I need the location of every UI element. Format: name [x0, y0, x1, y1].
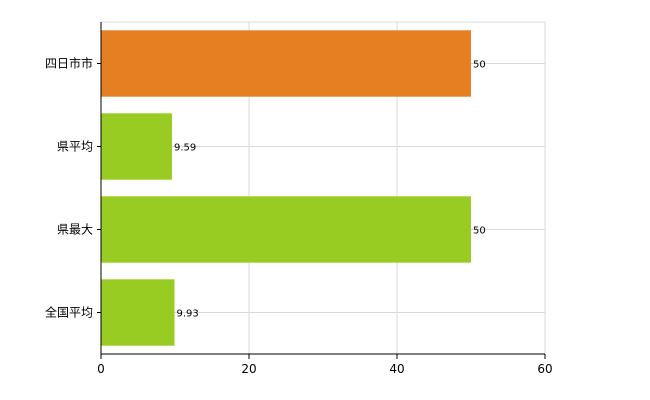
- data-label: 9.59: [174, 143, 196, 154]
- category-label: 四日市市: [45, 56, 93, 71]
- axes: [100, 22, 545, 355]
- bar: [101, 30, 471, 97]
- data-label: 50: [473, 60, 486, 71]
- data-label: 50: [473, 226, 486, 237]
- category-label: 県最大: [57, 223, 93, 237]
- x-ticks: 0 20 40 60: [97, 354, 553, 376]
- category-label: 全国平均: [45, 305, 93, 320]
- bar: [101, 279, 175, 346]
- bar: [101, 113, 172, 180]
- x-tick-label: 40: [389, 362, 404, 376]
- bar: [101, 196, 471, 263]
- x-tick-label: 0: [97, 362, 105, 376]
- x-tick-label: 20: [241, 362, 256, 376]
- category-label: 県平均: [57, 140, 93, 154]
- data-labels: 50 9.59 50 9.93: [174, 60, 486, 320]
- data-label: 9.93: [176, 309, 198, 320]
- bars: [101, 30, 471, 346]
- x-tick-label: 60: [537, 362, 552, 376]
